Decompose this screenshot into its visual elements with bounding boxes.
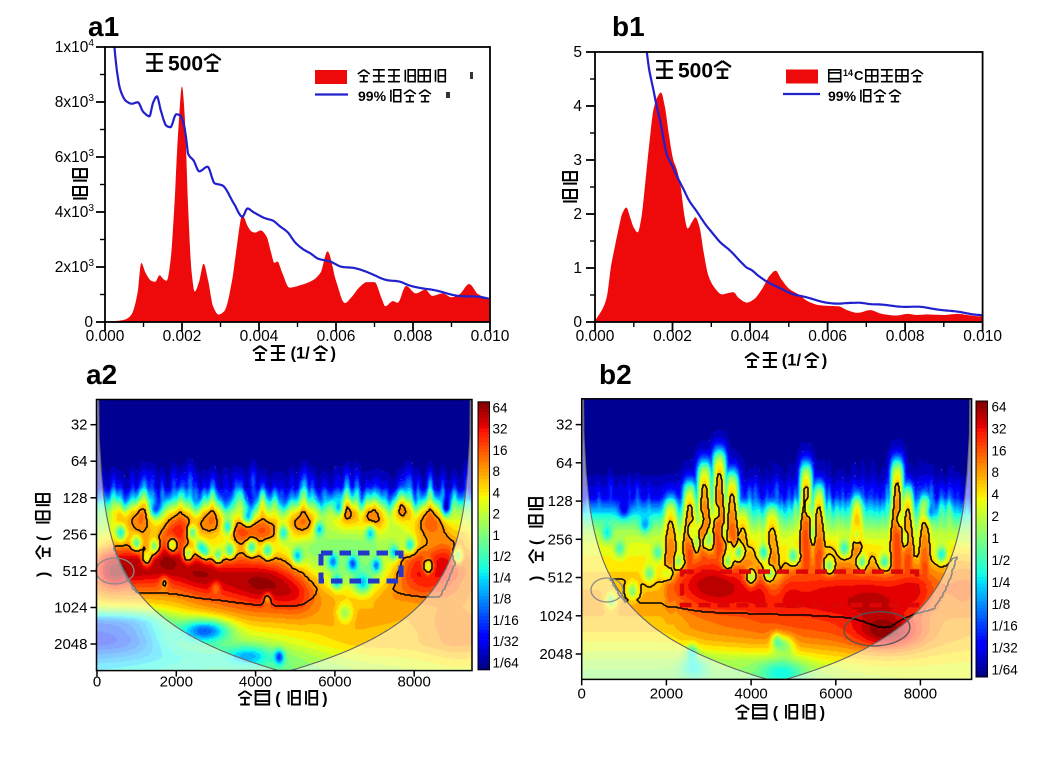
- svg-text:1/64: 1/64: [992, 663, 1019, 678]
- svg-text:a2: a2: [86, 359, 117, 390]
- svg-text:0: 0: [84, 314, 93, 331]
- svg-text:4: 4: [493, 485, 501, 500]
- svg-text:32: 32: [493, 422, 508, 437]
- svg-text:): ): [822, 352, 828, 370]
- svg-text:6x103: 6x103: [55, 148, 95, 166]
- svg-text:b1: b1: [612, 11, 645, 42]
- svg-text:5: 5: [573, 44, 582, 61]
- svg-text:0.002: 0.002: [163, 328, 202, 345]
- svg-text:32: 32: [71, 417, 88, 434]
- svg-text:): ): [322, 691, 327, 708]
- svg-text:1/16: 1/16: [992, 619, 1018, 634]
- svg-text:1/2: 1/2: [992, 553, 1011, 568]
- svg-text:): ): [331, 345, 337, 363]
- svg-text:64: 64: [493, 400, 509, 415]
- svg-text:2: 2: [493, 507, 501, 522]
- svg-text:1/8: 1/8: [992, 597, 1011, 612]
- svg-text:(: (: [773, 705, 779, 722]
- svg-text:C: C: [854, 68, 864, 83]
- svg-text:(: (: [528, 539, 545, 545]
- svg-text:32: 32: [992, 421, 1007, 436]
- svg-text:4: 4: [573, 98, 582, 115]
- svg-text:8: 8: [493, 464, 501, 479]
- svg-text:2: 2: [992, 509, 1000, 524]
- svg-text:0.006: 0.006: [808, 328, 847, 345]
- svg-text:1/32: 1/32: [992, 641, 1018, 656]
- svg-text:8: 8: [992, 465, 1000, 480]
- svg-text:b2: b2: [599, 359, 632, 390]
- svg-text:(1/: (1/: [291, 345, 311, 363]
- svg-text:2048: 2048: [54, 636, 87, 653]
- svg-text:512: 512: [548, 570, 573, 587]
- svg-text:1024: 1024: [54, 600, 87, 617]
- svg-text:(1/: (1/: [782, 352, 802, 370]
- svg-text:1/8: 1/8: [493, 592, 512, 607]
- svg-text:2x103: 2x103: [55, 258, 95, 276]
- svg-text:256: 256: [62, 526, 87, 543]
- svg-text:500: 500: [168, 53, 203, 76]
- svg-text:1/64: 1/64: [493, 656, 520, 671]
- svg-text:1: 1: [493, 528, 501, 543]
- svg-text:14: 14: [843, 68, 853, 78]
- svg-text:8000: 8000: [904, 685, 937, 702]
- svg-text:(: (: [35, 535, 52, 541]
- svg-text:1/32: 1/32: [493, 634, 519, 649]
- svg-text:512: 512: [62, 563, 87, 580]
- svg-text:1/4: 1/4: [992, 575, 1011, 590]
- svg-text:1: 1: [992, 531, 1000, 546]
- svg-text:64: 64: [556, 455, 573, 472]
- svg-text:0: 0: [93, 674, 101, 691]
- svg-text:0: 0: [578, 685, 586, 702]
- svg-text:64: 64: [992, 400, 1008, 415]
- svg-text:500: 500: [678, 60, 713, 83]
- svg-text:1x104: 1x104: [55, 38, 95, 56]
- svg-text:(: (: [275, 691, 281, 708]
- svg-text:1024: 1024: [539, 608, 572, 625]
- svg-text:128: 128: [548, 493, 573, 510]
- svg-text:): ): [35, 572, 52, 577]
- svg-text:3: 3: [573, 152, 582, 169]
- svg-text:128: 128: [62, 490, 87, 507]
- svg-text:1/16: 1/16: [493, 613, 519, 628]
- svg-text:2000: 2000: [650, 685, 683, 702]
- svg-text:): ): [528, 576, 545, 581]
- svg-text:16: 16: [992, 443, 1007, 458]
- svg-text:0.010: 0.010: [963, 328, 1002, 345]
- svg-text:a1: a1: [88, 11, 119, 42]
- svg-text:1/2: 1/2: [493, 549, 512, 564]
- svg-text:0.004: 0.004: [240, 328, 279, 345]
- svg-text:1/4: 1/4: [493, 570, 512, 585]
- svg-text:16: 16: [493, 443, 508, 458]
- svg-text:99%: 99%: [828, 88, 857, 104]
- svg-text:64: 64: [71, 453, 88, 470]
- svg-text:4: 4: [992, 487, 1000, 502]
- svg-text:0.004: 0.004: [731, 328, 770, 345]
- svg-text:8000: 8000: [398, 674, 431, 691]
- svg-text:256: 256: [548, 531, 573, 548]
- svg-text:0.010: 0.010: [471, 328, 510, 345]
- svg-text:2048: 2048: [539, 646, 572, 663]
- svg-text:0.000: 0.000: [576, 328, 615, 345]
- svg-text:2000: 2000: [160, 674, 193, 691]
- svg-text:0.006: 0.006: [317, 328, 356, 345]
- svg-text:4000: 4000: [734, 685, 767, 702]
- svg-text:0: 0: [573, 314, 582, 331]
- svg-text:0.000: 0.000: [86, 328, 125, 345]
- svg-text:32: 32: [556, 417, 573, 434]
- svg-text:99%: 99%: [358, 88, 387, 104]
- svg-text:8x103: 8x103: [55, 93, 95, 111]
- svg-text:0.002: 0.002: [653, 328, 692, 345]
- svg-text:4x103: 4x103: [55, 203, 95, 221]
- svg-text:): ): [820, 705, 825, 722]
- svg-text:6000: 6000: [819, 685, 852, 702]
- svg-text:0.008: 0.008: [886, 328, 925, 345]
- svg-text:6000: 6000: [318, 674, 351, 691]
- svg-text:0.008: 0.008: [394, 328, 433, 345]
- svg-text:2: 2: [573, 206, 582, 223]
- svg-text:4000: 4000: [239, 674, 272, 691]
- svg-text:1: 1: [573, 260, 582, 277]
